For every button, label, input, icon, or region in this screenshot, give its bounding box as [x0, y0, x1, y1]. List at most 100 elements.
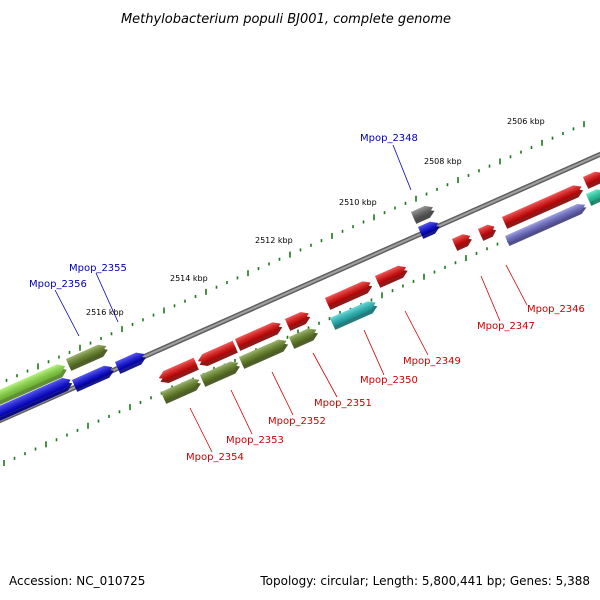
scale-tick: [142, 318, 144, 322]
scale-tick: [278, 257, 281, 261]
gene-label: Mpop_2346: [527, 304, 585, 315]
gene-arrow: [452, 234, 472, 251]
scale-tick: [551, 136, 554, 140]
scale-tick: [234, 359, 236, 363]
scale-tick: [415, 195, 417, 202]
scale-tick: [226, 281, 228, 285]
scale-tick: [499, 158, 501, 165]
scale-tick: [100, 336, 102, 340]
scale-tick: [394, 206, 396, 210]
gene-arrow: [197, 340, 238, 367]
gene-label: Mpop_2349: [403, 356, 461, 367]
scale-tick: [444, 265, 446, 269]
scale-tick: [268, 262, 270, 266]
scale-tick: [391, 289, 394, 293]
gene-labels-bottom: Mpop_2346 Mpop_2347 Mpop_2349 Mpop_2350 …: [186, 304, 585, 463]
scale-tick: [562, 132, 564, 136]
gene-arrow: [586, 189, 600, 206]
scale-tick: [55, 438, 58, 442]
scale-tick: [478, 169, 480, 173]
scale-tick: [26, 369, 29, 373]
gene-arrow: [505, 203, 587, 247]
gene-arrow: [325, 281, 373, 310]
gene-arrow: [158, 357, 199, 384]
scale-tick: [3, 460, 5, 466]
accession-text: Accession: NC_010725: [9, 574, 145, 588]
gene-arrow: [418, 221, 440, 239]
scale-tick: [66, 433, 68, 437]
gene-arrow: [583, 171, 600, 189]
scale-tick: [572, 127, 575, 131]
gene-track: [0, 171, 600, 423]
scale-tick: [97, 419, 100, 423]
scale-tick: [583, 121, 585, 128]
scale-tick: [425, 192, 428, 196]
scale-tick: [121, 326, 123, 333]
gene-arrow: [285, 312, 311, 331]
gene-arrow: [66, 344, 108, 371]
gene-labels-top: Mpop_2348 Mpop_2355 Mpop_2356: [29, 133, 418, 290]
scale-tick: [139, 400, 142, 404]
gene-arrow: [330, 301, 378, 330]
scale-tick: [13, 456, 16, 460]
scale-label: 2512 kbp: [255, 236, 293, 245]
scale-tick: [465, 255, 467, 262]
gene-label: Mpop_2347: [477, 321, 535, 332]
scale-ticks: [3, 121, 593, 466]
scale-tick: [433, 270, 436, 274]
scale-labels: 2506 kbp 2508 kbp 2510 kbp 2512 kbp 2514…: [86, 117, 545, 317]
gene-arrow: [235, 322, 283, 351]
gene-label: Mpop_2356: [29, 279, 87, 290]
scale-tick: [160, 391, 163, 395]
scale-tick: [68, 350, 71, 354]
scale-tick: [257, 267, 260, 271]
gene-label: Mpop_2353: [226, 435, 284, 446]
scale-tick: [47, 360, 50, 364]
scale-tick: [331, 232, 333, 239]
scale-tick: [173, 304, 176, 308]
scale-label: 2508 kbp: [424, 157, 462, 166]
scale-tick: [541, 139, 543, 146]
scale-tick: [454, 261, 457, 265]
scale-tick: [352, 225, 354, 229]
gene-arrow: [115, 352, 146, 374]
scale-tick: [486, 247, 488, 251]
scale-tick: [194, 295, 197, 299]
scale-tick: [373, 214, 375, 221]
scale-tick: [247, 270, 249, 277]
scale-tick: [150, 396, 152, 400]
scale-tick: [236, 276, 239, 280]
map-title: Methylobacterium populi BJ001, complete …: [121, 12, 451, 27]
scale-tick: [129, 404, 131, 411]
scale-tick: [423, 273, 425, 280]
gene-arrow: [478, 224, 497, 241]
scale-tick: [58, 355, 60, 359]
scale-tick: [496, 242, 499, 246]
scale-tick: [45, 441, 47, 448]
scale-tick: [297, 329, 299, 336]
scale-tick: [108, 414, 110, 418]
scale-tick: [467, 173, 470, 177]
scale-tick: [509, 155, 512, 159]
scale-tick: [87, 422, 89, 429]
genome-stats-text: Topology: circular; Length: 5,800,441 bp…: [259, 574, 590, 588]
gene-arrow: [239, 339, 289, 369]
scale-tick: [131, 322, 134, 326]
scale-tick: [436, 187, 438, 191]
gene-label: Mpop_2350: [360, 375, 418, 386]
scale-tick: [118, 410, 121, 414]
scale-tick: [215, 285, 218, 289]
gene-arrow: [161, 378, 202, 404]
scale-tick: [152, 313, 155, 317]
scale-tick: [163, 307, 165, 314]
gene-arrow: [200, 361, 241, 387]
leader-lines: [54, 144, 528, 453]
gene-arrow: [289, 328, 319, 349]
scale-label: 2516 kbp: [86, 308, 124, 317]
gene-arrow: [72, 365, 114, 392]
gene-arrow: [0, 377, 73, 423]
scale-label: 2514 kbp: [170, 274, 208, 283]
gene-arrow: [411, 205, 435, 224]
scale-tick: [307, 326, 310, 330]
scale-tick: [318, 321, 320, 325]
